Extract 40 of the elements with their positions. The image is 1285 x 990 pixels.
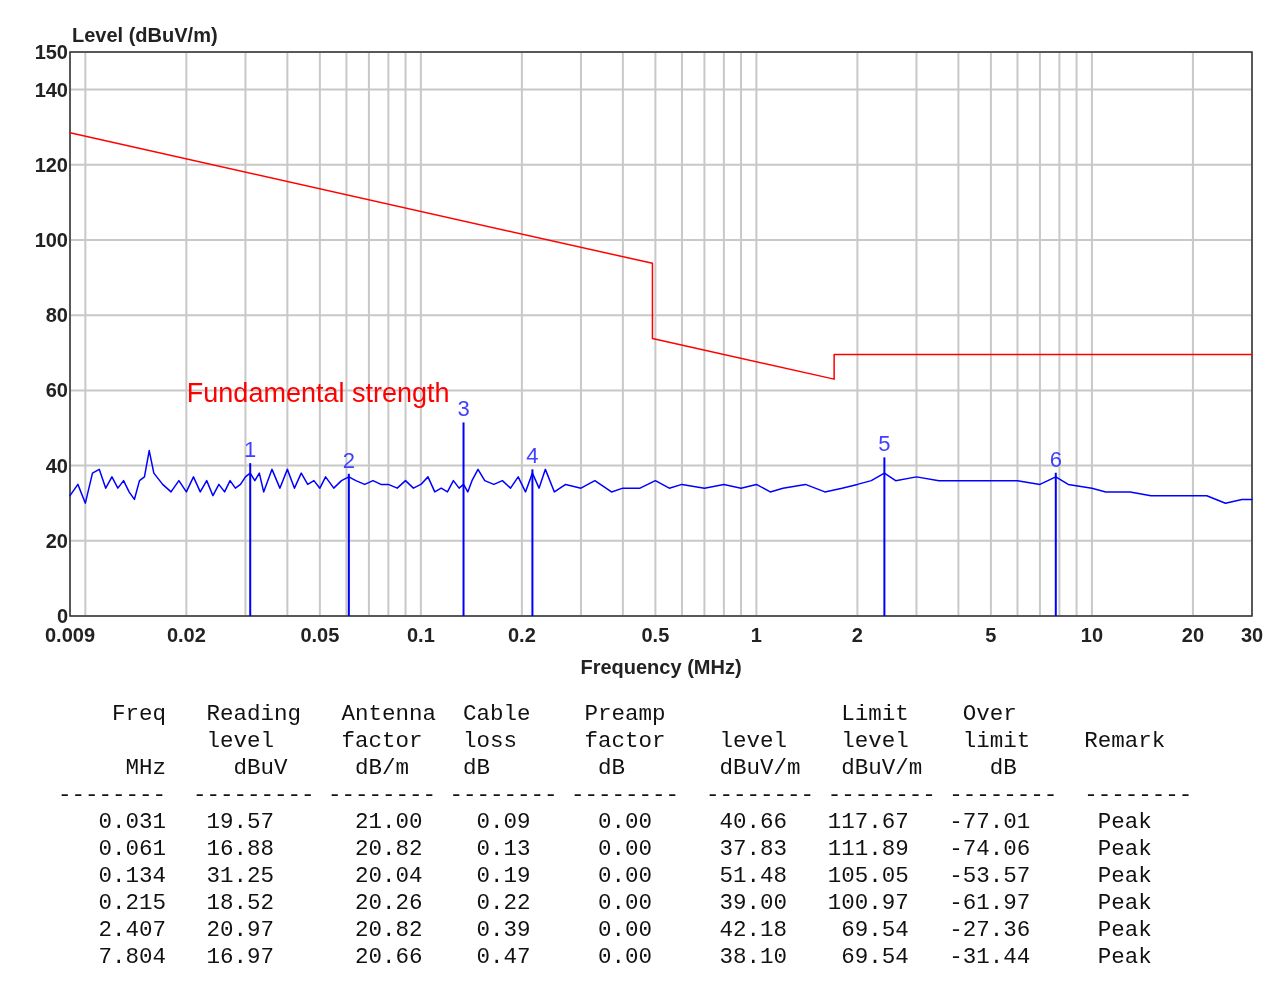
text: Freq Reading Antenna Cable Preamp Limit Over bbox=[58, 701, 1017, 727]
x-tick-label: 0.02 bbox=[166, 624, 206, 646]
annotation: 6 bbox=[1049, 446, 1062, 472]
y-tick-label: 120 bbox=[34, 153, 68, 176]
x-tick-label: 30 bbox=[1240, 624, 1264, 646]
annotation: 3 bbox=[457, 396, 470, 422]
annotation: Fundamental strength bbox=[186, 377, 450, 408]
text: -------- --------- -------- -------- -------- -------- -------- -------- -------- bbox=[58, 782, 1193, 808]
x-tick-label: 10 bbox=[1080, 624, 1104, 646]
x-tick-label: 0.2 bbox=[507, 624, 536, 646]
annotation: 1 bbox=[244, 437, 257, 463]
text: 0.134 31.25 20.04 0.19 0.00 51.48 105.05 -53.57 Peak bbox=[58, 863, 1152, 889]
y-tick-label: 0 bbox=[56, 605, 68, 627]
y-tick-label: 60 bbox=[45, 379, 68, 402]
x-tick-label: 0.009 bbox=[44, 624, 96, 646]
annotation: 5 bbox=[878, 431, 891, 457]
annotation: 4 bbox=[526, 443, 539, 469]
text: level factor loss factor level level limit Remark bbox=[58, 728, 1166, 754]
x-tick-label: 1 bbox=[750, 624, 762, 646]
text: 0.061 16.88 20.82 0.13 0.00 37.83 111.89 -74.06 Peak bbox=[58, 836, 1152, 862]
text: 0.031 19.57 21.00 0.09 0.00 40.66 117.67 -77.01 Peak bbox=[58, 809, 1152, 835]
text: MHz dBuV dB/m dB dB dBuV/m dBuV/m dB bbox=[58, 755, 1017, 781]
text: 2.407 20.97 20.82 0.39 0.00 42.18 69.54 -27.36 Peak bbox=[58, 917, 1152, 943]
text: 7.804 16.97 20.66 0.47 0.00 38.10 69.54 -31.44 Peak bbox=[58, 944, 1152, 970]
x-axis-title: Frequency (MHz) bbox=[580, 656, 742, 678]
x-tick-label: 20 bbox=[1181, 624, 1205, 646]
x-tick-label: 0.05 bbox=[300, 624, 340, 646]
y-axis-title: Level (dBuV/m) bbox=[72, 24, 218, 46]
x-tick-label: 0.1 bbox=[406, 624, 435, 646]
y-tick-label: 150 bbox=[34, 41, 68, 63]
y-tick-label: 20 bbox=[45, 529, 68, 552]
y-tick-label: 80 bbox=[45, 304, 68, 327]
annotation: 2 bbox=[342, 447, 355, 473]
y-tick-label: 100 bbox=[34, 229, 68, 251]
x-tick-label: 5 bbox=[985, 624, 997, 646]
x-tick-label: 2 bbox=[851, 624, 863, 646]
y-tick-label: 40 bbox=[45, 454, 68, 477]
x-tick-label: 0.5 bbox=[641, 624, 670, 646]
text: 0.215 18.52 20.26 0.22 0.00 39.00 100.97 -61.97 Peak bbox=[58, 890, 1152, 916]
y-tick-label: 140 bbox=[34, 78, 68, 101]
